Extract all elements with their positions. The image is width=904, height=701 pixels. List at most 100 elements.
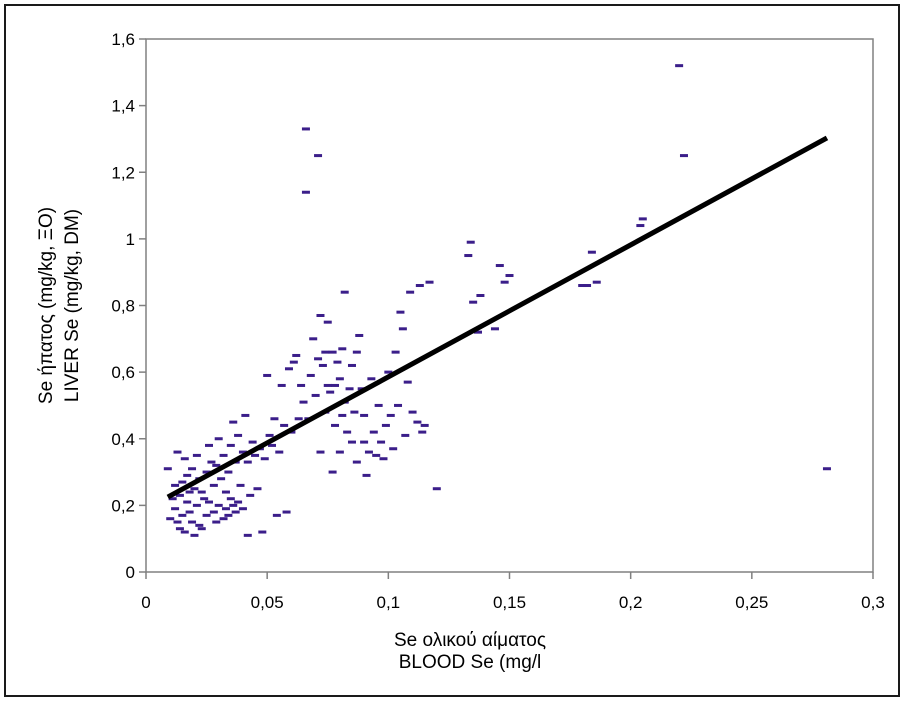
data-point (221, 490, 230, 494)
data-point (335, 377, 344, 381)
data-point (248, 440, 257, 444)
data-point (386, 413, 395, 417)
data-point (408, 410, 417, 414)
data-point (280, 423, 289, 427)
data-point (275, 450, 284, 454)
data-point (166, 517, 175, 521)
data-point (163, 467, 172, 471)
data-point (406, 290, 415, 294)
y-tick-label: 1,2 (111, 163, 135, 182)
y-tick-label: 1,4 (111, 97, 135, 116)
x-axis: 0 0,05 0,1 0,15 0,2 0,25 0,3 (141, 572, 885, 612)
data-point (587, 250, 596, 254)
data-point (301, 127, 310, 131)
data-point (490, 327, 499, 331)
data-point (183, 473, 192, 477)
data-point (260, 457, 269, 461)
data-point (328, 350, 337, 354)
data-point (202, 470, 211, 474)
data-point (316, 313, 325, 317)
data-point (369, 430, 378, 434)
plot-area (145, 38, 874, 573)
data-point (326, 390, 335, 394)
data-point (221, 507, 230, 511)
data-point (270, 417, 279, 421)
data-point (175, 493, 184, 497)
data-point (321, 350, 330, 354)
data-point (372, 453, 381, 457)
y-tick-label: 0,8 (111, 297, 135, 316)
data-point (171, 507, 180, 511)
data-point (209, 483, 218, 487)
data-point (505, 274, 514, 278)
x-axis-title-line: Se ολικού αίματος (394, 630, 546, 651)
data-point (282, 510, 291, 514)
x-tick-label: 0 (141, 593, 150, 612)
chart-frame (4, 4, 900, 697)
data-point (473, 330, 482, 334)
data-point (171, 483, 180, 487)
data-point (263, 373, 272, 377)
data-point (188, 520, 197, 524)
data-point (268, 443, 277, 447)
data-point (464, 254, 473, 258)
data-point (299, 400, 308, 404)
data-point (398, 327, 407, 331)
data-point (352, 460, 361, 464)
data-point (180, 457, 189, 461)
data-point (314, 357, 323, 361)
data-point (364, 450, 373, 454)
data-point (360, 440, 369, 444)
data-point (185, 510, 194, 514)
data-point (355, 333, 364, 337)
data-point (466, 240, 475, 244)
y-tick-label: 0,4 (111, 430, 135, 449)
data-point (638, 217, 647, 221)
data-point (415, 284, 424, 288)
data-point (347, 363, 356, 367)
x-axis-title-line: BLOOD Se (mg/l (399, 652, 542, 673)
data-point (425, 280, 434, 284)
data-point (212, 463, 221, 467)
y-tick-label: 1,6 (111, 30, 135, 49)
x-tick-label: 0,1 (377, 593, 401, 612)
data-point (192, 503, 201, 507)
data-point (234, 500, 243, 504)
data-point (202, 513, 211, 517)
data-point (294, 417, 303, 421)
data-point (350, 410, 359, 414)
data-point (224, 513, 233, 517)
data-point (183, 500, 192, 504)
data-point (374, 403, 383, 407)
data-point (413, 420, 422, 424)
data-point (384, 370, 393, 374)
data-point (309, 337, 318, 341)
data-point (251, 453, 260, 457)
data-point (253, 487, 262, 491)
data-point (200, 497, 209, 501)
y-tick-label: 1 (126, 230, 135, 249)
data-point (822, 467, 831, 471)
data-point (335, 450, 344, 454)
data-point (578, 284, 587, 288)
data-point (418, 430, 427, 434)
data-point (360, 413, 369, 417)
data-point (258, 530, 267, 534)
data-point (192, 453, 201, 457)
data-point (226, 443, 235, 447)
data-point (377, 440, 386, 444)
data-point (420, 423, 429, 427)
data-point (173, 450, 182, 454)
data-point (190, 487, 199, 491)
data-point (214, 437, 223, 441)
data-point (173, 520, 182, 524)
y-axis-title: Se ήπατος (mg/kg, ΞΟ) LIVER Se (mg/kg, DM… (36, 207, 83, 404)
data-point (311, 393, 320, 397)
x-tick-label: 0,2 (619, 593, 643, 612)
data-point (180, 530, 189, 534)
data-point (401, 433, 410, 437)
data-point (301, 190, 310, 194)
data-point (292, 353, 301, 357)
data-point (338, 413, 347, 417)
